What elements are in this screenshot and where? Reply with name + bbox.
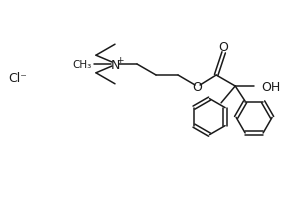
- Text: OH: OH: [261, 80, 280, 93]
- Text: Cl⁻: Cl⁻: [9, 71, 27, 84]
- Text: CH₃: CH₃: [73, 60, 92, 70]
- Text: O: O: [192, 80, 202, 93]
- Text: +: +: [116, 55, 124, 64]
- Text: N: N: [110, 58, 120, 71]
- Text: O: O: [219, 41, 229, 54]
